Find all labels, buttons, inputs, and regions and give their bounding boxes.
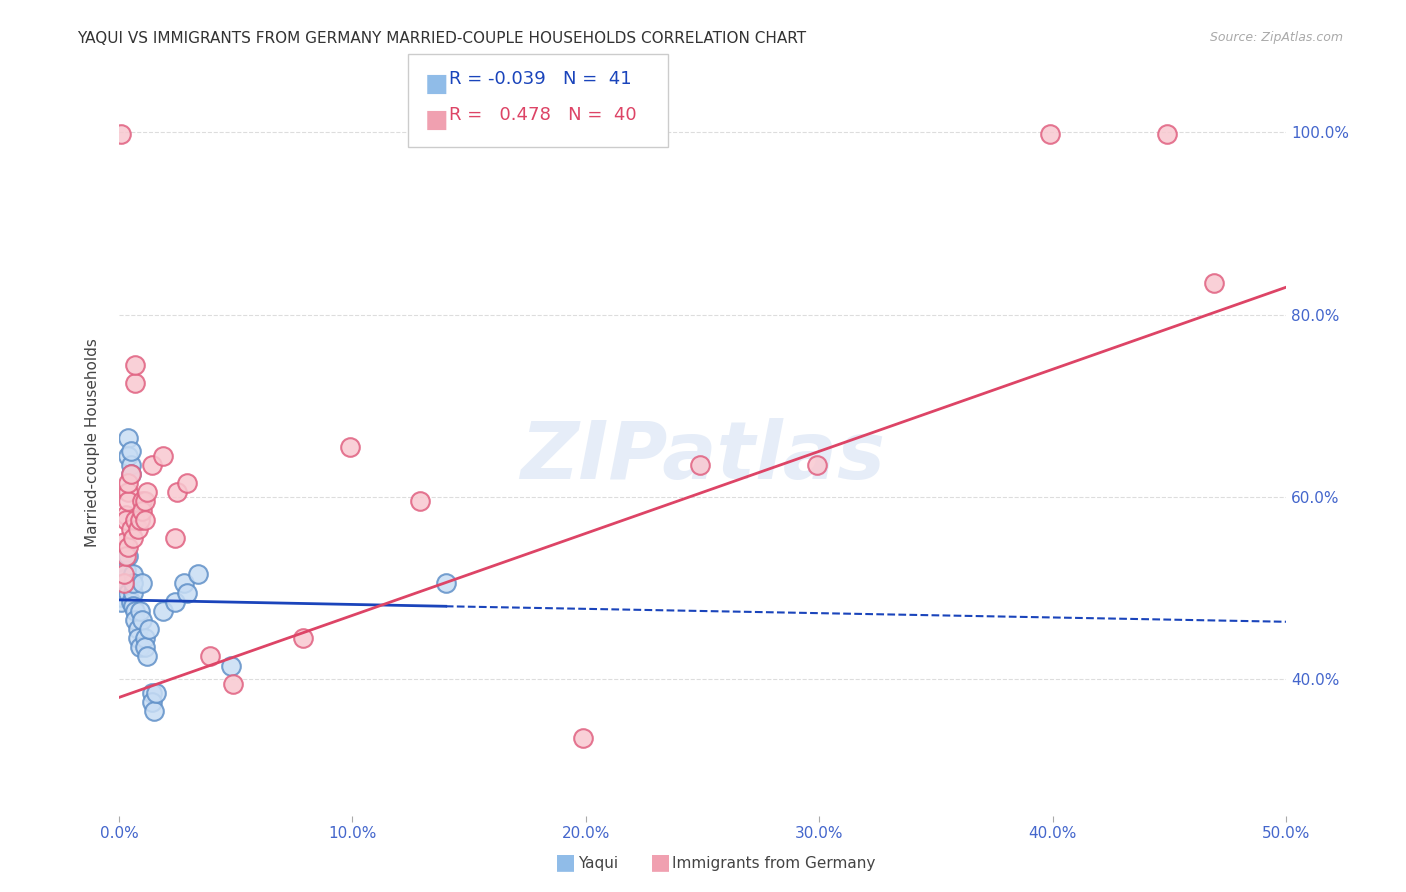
Point <box>409 494 432 508</box>
Point <box>129 604 152 618</box>
Text: Source: ZipAtlas.com: Source: ZipAtlas.com <box>1209 31 1343 45</box>
Text: YAQUI VS IMMIGRANTS FROM GERMANY MARRIED-COUPLE HOUSEHOLDS CORRELATION CHART: YAQUI VS IMMIGRANTS FROM GERMANY MARRIED… <box>77 31 807 46</box>
Point <box>127 631 149 645</box>
Text: R =   0.478   N =  40: R = 0.478 N = 40 <box>449 106 636 124</box>
Point <box>124 604 146 618</box>
Point <box>122 531 145 545</box>
Point <box>120 467 142 482</box>
Point <box>129 640 152 655</box>
Point <box>572 731 595 746</box>
Point <box>222 677 245 691</box>
Point <box>141 695 163 709</box>
Text: ■: ■ <box>650 853 671 872</box>
Point <box>136 485 159 500</box>
Point <box>145 686 167 700</box>
Point <box>115 549 138 563</box>
Point <box>120 444 142 458</box>
Point <box>117 476 139 491</box>
Point <box>122 567 145 582</box>
Point <box>134 513 156 527</box>
Point <box>110 590 132 604</box>
Point <box>120 595 142 609</box>
Point <box>117 485 139 500</box>
Text: Yaqui: Yaqui <box>578 855 619 871</box>
Point <box>124 613 146 627</box>
Point <box>112 572 135 586</box>
Point <box>120 467 142 482</box>
Point <box>806 458 828 472</box>
Y-axis label: Married-couple Households: Married-couple Households <box>86 338 100 547</box>
Point <box>176 476 198 491</box>
Point <box>112 576 135 591</box>
Point <box>117 494 139 508</box>
Point <box>1039 127 1062 141</box>
Point <box>141 458 163 472</box>
Point <box>110 127 132 141</box>
Text: Immigrants from Germany: Immigrants from Germany <box>672 855 876 871</box>
Point <box>117 540 139 554</box>
Point <box>165 531 187 545</box>
Point <box>198 649 221 664</box>
Point <box>117 585 139 599</box>
Point <box>176 585 198 599</box>
Point <box>131 613 153 627</box>
Point <box>219 658 242 673</box>
Point <box>187 567 209 582</box>
Point <box>127 622 149 636</box>
Point <box>115 563 138 577</box>
Point <box>152 604 174 618</box>
Text: ■: ■ <box>425 72 449 96</box>
Point <box>122 599 145 614</box>
Point <box>115 508 138 522</box>
Point <box>117 549 139 563</box>
Point <box>124 358 146 372</box>
Point <box>173 576 195 591</box>
Point <box>166 485 188 500</box>
Point <box>143 704 166 718</box>
Point <box>141 686 163 700</box>
Point <box>689 458 711 472</box>
Point <box>131 576 153 591</box>
Point <box>152 449 174 463</box>
Point <box>115 576 138 591</box>
Point <box>110 595 132 609</box>
Point <box>112 567 135 582</box>
Point <box>138 622 160 636</box>
Point <box>122 576 145 591</box>
Point <box>112 535 135 549</box>
Point <box>127 522 149 536</box>
Text: ZIPatlas: ZIPatlas <box>520 418 884 496</box>
Point <box>124 513 146 527</box>
Point <box>124 376 146 390</box>
Point <box>112 576 135 591</box>
Text: ■: ■ <box>425 108 449 132</box>
Point <box>165 595 187 609</box>
Point <box>134 494 156 508</box>
Point <box>122 585 145 599</box>
Point <box>117 431 139 445</box>
Point <box>292 631 315 645</box>
Point <box>134 640 156 655</box>
Point <box>131 503 153 517</box>
Point <box>1202 276 1225 290</box>
Text: R = -0.039   N =  41: R = -0.039 N = 41 <box>449 70 631 88</box>
Point <box>136 649 159 664</box>
Text: ■: ■ <box>555 853 576 872</box>
Point <box>117 449 139 463</box>
Point <box>134 631 156 645</box>
Point <box>339 440 361 454</box>
Point <box>120 458 142 472</box>
Point <box>131 494 153 508</box>
Point <box>1156 127 1178 141</box>
Point <box>120 522 142 536</box>
Point <box>115 513 138 527</box>
Point <box>129 513 152 527</box>
Point <box>434 576 457 591</box>
